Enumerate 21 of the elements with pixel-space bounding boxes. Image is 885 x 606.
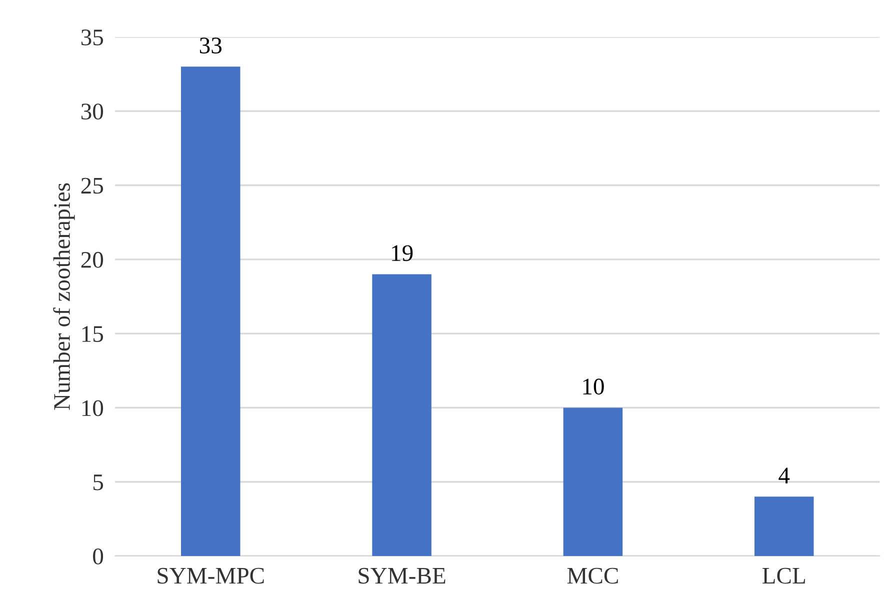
y-tick-label: 15 — [82, 326, 104, 342]
bar — [754, 496, 814, 556]
y-tick-label: 10 — [82, 400, 104, 416]
x-tick-label: SYM-BE — [358, 568, 446, 584]
y-tick-label: 20 — [81, 252, 104, 268]
y-axis-title: Number of zootherapies — [53, 183, 75, 410]
y-tick-label: 0 — [93, 548, 104, 564]
y-tick-label: 30 — [81, 104, 104, 120]
bar — [563, 408, 623, 556]
y-tick-label: 5 — [94, 474, 104, 490]
data-label: 10 — [583, 378, 604, 395]
x-tick-label: LCL — [762, 568, 805, 584]
y-tick-label: 25 — [81, 178, 104, 194]
data-label: 4 — [778, 468, 790, 484]
bar — [181, 66, 240, 556]
x-tick-label: MCC — [567, 568, 618, 584]
y-tick-label: 35 — [81, 30, 104, 46]
bar — [372, 274, 432, 556]
x-tick-label: SYM-MPC — [158, 568, 264, 584]
data-label: 33 — [200, 38, 222, 54]
data-label: 19 — [392, 245, 413, 262]
